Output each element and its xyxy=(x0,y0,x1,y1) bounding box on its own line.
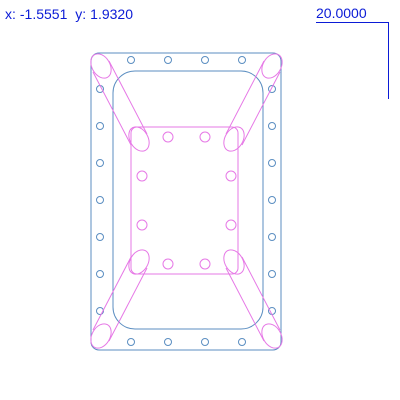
center-plate-holes xyxy=(136,131,237,270)
strut-bottom-right[interactable] xyxy=(225,256,281,342)
outer-flange-plate[interactable] xyxy=(90,52,282,351)
center-hole[interactable] xyxy=(136,170,148,182)
center-hole[interactable] xyxy=(225,170,237,182)
center-hole[interactable] xyxy=(162,131,174,143)
bolt-hole[interactable] xyxy=(268,270,276,278)
bolt-hole[interactable] xyxy=(164,338,172,346)
strut-bottom-left[interactable] xyxy=(92,256,148,342)
bolt-hole[interactable] xyxy=(96,159,104,167)
bolt-hole[interactable] xyxy=(96,307,104,315)
strut-end-ellipse[interactable] xyxy=(87,50,116,82)
bolt-hole[interactable] xyxy=(164,56,172,64)
strut-end-ellipse[interactable] xyxy=(87,320,116,352)
bolt-hole[interactable] xyxy=(96,233,104,241)
strut-end-ellipse[interactable] xyxy=(258,320,287,352)
y-value: 1.9320 xyxy=(90,6,133,22)
bolt-hole[interactable] xyxy=(268,159,276,167)
bolt-hole[interactable] xyxy=(127,56,135,64)
bolt-hole[interactable] xyxy=(268,233,276,241)
x-label: x: xyxy=(5,6,16,22)
center-plate[interactable] xyxy=(130,126,239,275)
y-label: y: xyxy=(75,6,87,22)
bolt-hole[interactable] xyxy=(96,85,104,93)
strut-end-ellipse[interactable] xyxy=(220,123,249,155)
strut-end-ellipse[interactable] xyxy=(220,246,249,278)
perimeter-bolt-holes xyxy=(96,56,276,346)
diagonal-struts xyxy=(92,60,281,342)
bolt-hole[interactable] xyxy=(268,122,276,130)
bolt-hole[interactable] xyxy=(127,338,135,346)
center-hole[interactable] xyxy=(225,219,237,231)
bolt-hole[interactable] xyxy=(96,196,104,204)
bolt-hole[interactable] xyxy=(96,270,104,278)
bolt-hole[interactable] xyxy=(268,85,276,93)
inner-opening[interactable] xyxy=(112,70,264,330)
strut-top-left[interactable] xyxy=(92,60,148,146)
bolt-hole[interactable] xyxy=(201,56,209,64)
bolt-hole[interactable] xyxy=(268,196,276,204)
center-hole[interactable] xyxy=(199,258,211,270)
center-hole[interactable] xyxy=(136,219,148,231)
strut-end-ellipse[interactable] xyxy=(125,246,154,278)
scale-label: 20.0000 xyxy=(316,5,367,21)
cursor-coordinate-readout: x: -1.5551 y: 1.9320 xyxy=(5,6,137,22)
scale-bar xyxy=(316,22,389,99)
x-value: -1.5551 xyxy=(19,6,68,22)
bolt-hole[interactable] xyxy=(96,122,104,130)
strut-end-ellipse[interactable] xyxy=(258,50,287,82)
center-hole[interactable] xyxy=(199,131,211,143)
strut-end-ellipse[interactable] xyxy=(125,123,154,155)
bolt-hole[interactable] xyxy=(201,338,209,346)
bolt-hole[interactable] xyxy=(238,338,246,346)
strut-top-right[interactable] xyxy=(225,60,281,146)
center-hole[interactable] xyxy=(162,258,174,270)
bolt-hole[interactable] xyxy=(238,56,246,64)
